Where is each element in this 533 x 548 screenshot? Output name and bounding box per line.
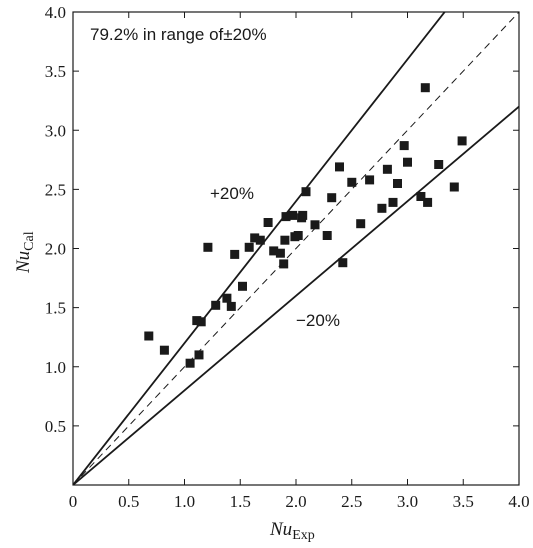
data-point <box>416 192 426 201</box>
data-point <box>388 197 398 207</box>
x-tick-label: 1.5 <box>230 492 251 511</box>
x-tick-label: 4.0 <box>508 492 529 511</box>
data-point <box>347 177 357 187</box>
data-point <box>222 293 232 303</box>
data-point <box>403 157 412 167</box>
data-point <box>293 231 303 240</box>
x-tick-label: 1.0 <box>174 492 195 511</box>
data-point <box>327 193 337 203</box>
data-point <box>322 231 332 240</box>
data-point <box>399 141 409 151</box>
data-point <box>194 350 204 360</box>
data-point <box>288 210 298 220</box>
y-tick-label: 0.5 <box>45 417 66 436</box>
reference-line-1to1 <box>73 12 519 485</box>
data-point <box>279 259 289 269</box>
x-tick-label: 3.0 <box>397 492 418 511</box>
data-point <box>356 219 366 229</box>
data-point <box>250 233 260 243</box>
data-point <box>423 197 433 207</box>
y-tick-label: 1.0 <box>45 358 66 377</box>
x-axis-label: NuExp <box>269 519 315 543</box>
y-tick-label: 2.0 <box>45 240 66 259</box>
data-point <box>301 187 311 197</box>
data-point <box>185 358 195 368</box>
y-tick-label: 3.5 <box>45 62 66 81</box>
data-point <box>420 83 430 93</box>
data-point <box>393 179 402 188</box>
data-point <box>238 281 247 291</box>
data-point <box>263 218 273 227</box>
y-axis-label: NuCal <box>13 231 37 274</box>
data-point <box>335 162 344 172</box>
x-tick-label: 2.0 <box>285 492 306 511</box>
data-point <box>159 345 169 355</box>
data-point <box>230 249 240 259</box>
data-point <box>298 210 308 220</box>
y-tick-label: 4.0 <box>45 3 66 22</box>
data-point <box>144 331 154 341</box>
reference-lines <box>73 12 519 485</box>
x-tick-label: 0.5 <box>118 492 139 511</box>
data-points <box>144 83 467 368</box>
data-point <box>196 317 206 327</box>
reference-line-minus-20 <box>73 105 519 485</box>
data-point <box>226 301 236 311</box>
data-point <box>382 164 392 174</box>
x-tick-label: 0 <box>69 492 78 511</box>
data-point <box>449 182 459 192</box>
data-point <box>281 212 291 222</box>
data-point <box>310 220 320 230</box>
y-tick-label: 1.5 <box>45 299 66 318</box>
data-point <box>434 160 444 169</box>
data-point <box>338 258 348 268</box>
data-point <box>211 300 221 310</box>
reference-line-plus-20 <box>73 12 446 485</box>
data-point <box>269 246 279 256</box>
x-axis-ticks: 0 0.5 1.0 1.5 2.0 2.5 3.0 3.5 4.0 <box>69 12 530 511</box>
data-point <box>377 203 387 213</box>
y-axis-ticks: 0.5 1.0 1.5 2.0 2.5 3.0 3.5 4.0 <box>45 3 519 486</box>
minus-20-label: −20% <box>296 311 340 330</box>
x-tick-label: 3.5 <box>453 492 474 511</box>
y-tick-label: 2.5 <box>45 180 66 199</box>
data-point <box>280 235 290 245</box>
data-point <box>203 242 213 252</box>
y-tick-label: 3.0 <box>45 121 66 140</box>
data-point <box>457 136 467 146</box>
data-point <box>275 248 285 258</box>
data-point <box>255 235 265 245</box>
data-point <box>244 242 254 252</box>
plus-20-label: +20% <box>210 184 254 203</box>
range-annotation: 79.2% in range of±20% <box>90 25 267 44</box>
data-point <box>365 175 375 185</box>
x-tick-label: 2.5 <box>341 492 362 511</box>
